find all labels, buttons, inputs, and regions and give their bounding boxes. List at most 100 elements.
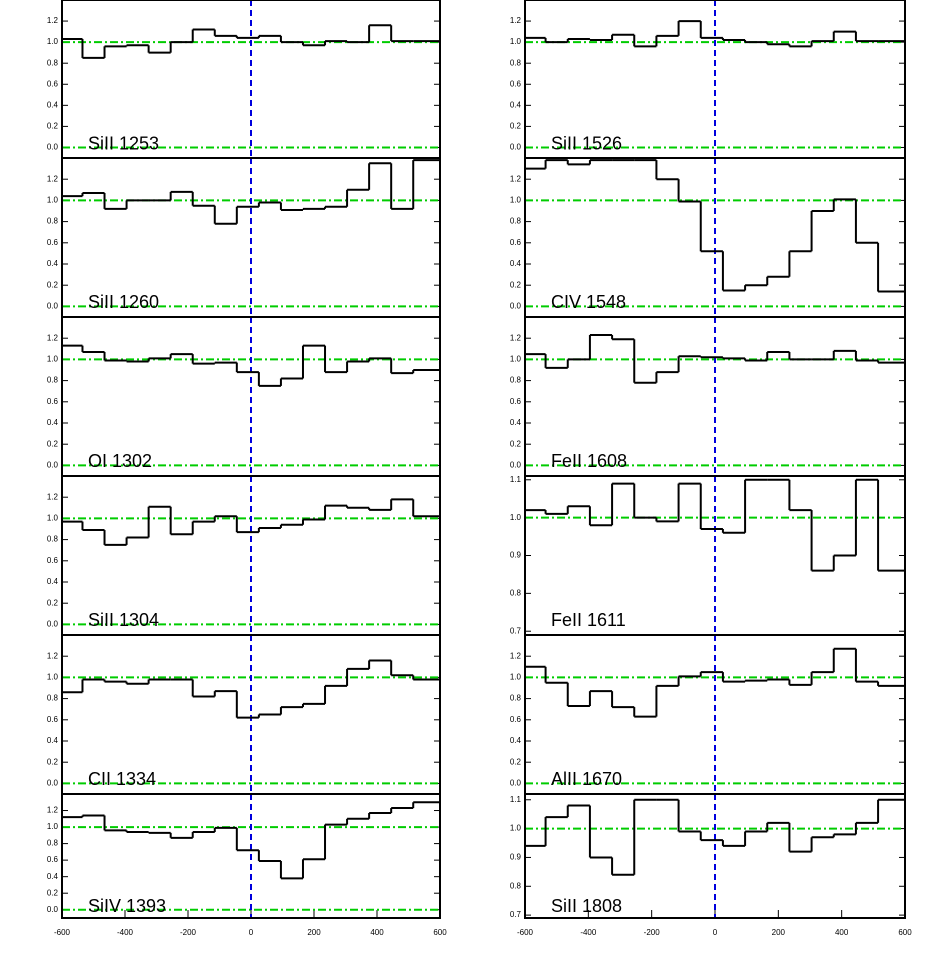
y-tick-label: 0.8 [47, 217, 59, 226]
y-tick-label: 1.2 [510, 333, 522, 342]
y-tick-label: 0.8 [47, 376, 59, 385]
y-tick-label: 1.2 [510, 174, 522, 183]
x-tick-label: 200 [772, 928, 786, 937]
y-tick-label: 1.2 [47, 16, 59, 25]
y-tick-label: 1.2 [510, 651, 522, 660]
y-tick-label: 0.0 [47, 779, 59, 788]
line-label: FeII 1608 [551, 451, 627, 471]
y-tick-label: 1.0 [47, 196, 59, 205]
y-tick-label: 0.2 [47, 757, 59, 766]
line-label: SiII 1808 [551, 896, 622, 916]
line-label: FeII 1611 [551, 610, 626, 630]
y-tick-label: 0.8 [47, 694, 59, 703]
line-label: SiII 1304 [88, 610, 159, 630]
y-tick-label: 1.2 [510, 16, 522, 25]
y-tick-label: 0.4 [47, 259, 59, 268]
y-tick-label: 1.0 [47, 822, 59, 831]
y-tick-label: 1.0 [510, 196, 522, 205]
y-tick-label: 0.2 [47, 598, 59, 607]
y-tick-label: 0.4 [47, 736, 59, 745]
y-tick-label: 0.8 [510, 217, 522, 226]
y-tick-label: 1.0 [47, 37, 59, 46]
y-tick-label: 0.9 [510, 551, 522, 560]
x-tick-label: 400 [835, 928, 849, 937]
line-label: CIV 1548 [551, 292, 626, 312]
x-tick-label: 400 [370, 928, 384, 937]
y-tick-label: 0.0 [510, 143, 522, 152]
y-tick-label: 0.8 [47, 839, 59, 848]
y-tick-label: 0.6 [47, 855, 59, 864]
y-tick-label: 0.2 [510, 122, 522, 131]
x-tick-label: -400 [580, 928, 597, 937]
y-tick-label: 0.0 [510, 302, 522, 311]
y-tick-label: 0.2 [510, 280, 522, 289]
y-tick-label: 1.0 [47, 673, 59, 682]
y-tick-label: 0.0 [47, 143, 59, 152]
y-tick-label: 1.0 [47, 514, 59, 523]
y-tick-label: 1.2 [47, 333, 59, 342]
line-label: SiII 1260 [88, 292, 159, 312]
x-tick-label: -200 [644, 928, 661, 937]
y-tick-label: 0.0 [510, 461, 522, 470]
y-tick-label: 0.8 [510, 58, 522, 67]
y-tick-label: 0.4 [47, 100, 59, 109]
line-label: SiII 1526 [551, 133, 622, 153]
y-tick-label: 0.2 [47, 280, 59, 289]
y-tick-label: 1.2 [47, 806, 59, 815]
y-tick-label: 0.6 [47, 79, 59, 88]
y-tick-label: 0.0 [47, 620, 59, 629]
y-tick-label: 0.6 [47, 556, 59, 565]
x-tick-label: 600 [433, 928, 447, 937]
y-tick-label: 0.7 [510, 910, 522, 919]
y-tick-label: 1.1 [510, 475, 522, 484]
y-tick-label: 0.4 [47, 418, 59, 427]
x-tick-label: 200 [307, 928, 321, 937]
y-tick-label: 1.0 [510, 513, 522, 522]
y-tick-label: 0.8 [47, 58, 59, 67]
x-tick-label: -400 [117, 928, 134, 937]
y-tick-label: 1.0 [510, 824, 522, 833]
line-label: SiII 1253 [88, 133, 159, 153]
y-tick-label: 0.0 [47, 905, 59, 914]
y-tick-label: 0.9 [510, 853, 522, 862]
y-tick-label: 0.6 [510, 715, 522, 724]
y-tick-label: 1.2 [47, 651, 59, 660]
y-tick-label: 1.0 [510, 673, 522, 682]
line-label: CII 1334 [88, 769, 156, 789]
y-tick-label: 0.6 [47, 238, 59, 247]
y-tick-label: 0.2 [47, 888, 59, 897]
y-tick-label: 0.6 [510, 79, 522, 88]
y-tick-label: 0.4 [510, 418, 522, 427]
y-tick-label: 1.2 [47, 174, 59, 183]
y-tick-label: 0.2 [47, 439, 59, 448]
y-tick-label: 0.4 [47, 872, 59, 881]
y-tick-label: 0.7 [510, 626, 522, 635]
y-tick-label: 0.4 [510, 100, 522, 109]
y-tick-label: 1.0 [510, 37, 522, 46]
y-tick-label: 0.2 [510, 439, 522, 448]
panel-frame [61, 793, 441, 919]
x-tick-label: 0 [249, 928, 254, 937]
x-tick-label: 600 [898, 928, 912, 937]
y-tick-label: 1.2 [47, 492, 59, 501]
y-tick-label: 0.0 [510, 779, 522, 788]
y-tick-label: 0.2 [47, 122, 59, 131]
y-tick-label: 0.8 [510, 588, 522, 597]
x-tick-label: -200 [180, 928, 197, 937]
x-tick-label: -600 [54, 928, 71, 937]
y-tick-label: 0.6 [510, 397, 522, 406]
line-label: SiIV 1393 [88, 896, 166, 916]
y-tick-label: 0.0 [47, 302, 59, 311]
y-tick-label: 1.1 [510, 795, 522, 804]
y-tick-label: 0.8 [47, 535, 59, 544]
y-tick-label: 0.6 [47, 397, 59, 406]
y-tick-label: 0.4 [510, 259, 522, 268]
y-tick-label: 0.6 [510, 238, 522, 247]
x-tick-label: -600 [517, 928, 534, 937]
y-tick-label: 0.4 [47, 577, 59, 586]
line-label: OI 1302 [88, 451, 152, 471]
y-tick-label: 0.8 [510, 694, 522, 703]
y-tick-label: 0.8 [510, 881, 522, 890]
